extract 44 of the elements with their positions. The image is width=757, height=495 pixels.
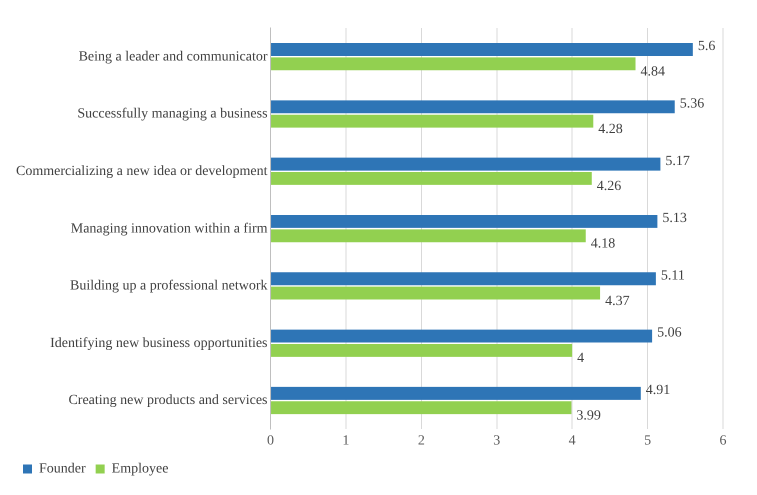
data-label: 5.17 <box>665 154 690 169</box>
legend-label: Employee <box>112 462 168 477</box>
bar <box>271 229 586 242</box>
bar <box>271 401 572 414</box>
x-tick-label: 6 <box>720 433 726 448</box>
data-label: 5.06 <box>657 326 682 341</box>
data-label: 4 <box>577 351 584 366</box>
y-tick-label: Being a leader and communicator <box>78 49 268 64</box>
y-tick-label: Creating new products and services <box>68 393 268 408</box>
data-label: 5.6 <box>698 39 716 54</box>
x-tick-label: 3 <box>493 433 500 448</box>
data-label: 4.37 <box>605 294 630 309</box>
data-label: 3.99 <box>576 408 601 424</box>
data-label: 5.11 <box>660 268 685 284</box>
y-tick-label: Building up a professional network <box>70 278 268 294</box>
bar <box>271 344 572 357</box>
bar <box>271 57 636 70</box>
y-tick-label: Identifying new business opportunities <box>50 336 268 351</box>
data-label: 5.36 <box>680 96 704 112</box>
y-tick-label: Managing innovation within a firm <box>70 221 268 236</box>
legend-label: Founder <box>39 462 86 477</box>
bar <box>271 286 600 300</box>
bar <box>271 43 693 56</box>
bar <box>271 172 592 185</box>
data-label: 4.18 <box>590 236 616 252</box>
bar <box>271 272 656 286</box>
bar <box>271 330 652 343</box>
y-tick-label: Successfully managing a business <box>77 106 268 122</box>
data-label: 5.13 <box>662 211 687 226</box>
x-tick-label: 1 <box>342 433 350 448</box>
bar <box>271 100 675 114</box>
data-label: 4.91 <box>646 383 670 398</box>
x-tick-label: 5 <box>644 433 652 448</box>
y-tick-label: Commercializing a new idea or development <box>16 164 268 179</box>
x-tick-label: 2 <box>418 433 425 448</box>
bar <box>271 386 641 400</box>
data-label: 4.28 <box>598 122 623 137</box>
bar <box>271 214 658 228</box>
x-tick-label: 0 <box>267 433 274 448</box>
data-label: 4.26 <box>596 179 622 194</box>
x-tick-label: 4 <box>568 433 576 448</box>
bar <box>271 114 594 128</box>
data-label: 4.84 <box>640 64 666 80</box>
bar <box>271 158 660 171</box>
